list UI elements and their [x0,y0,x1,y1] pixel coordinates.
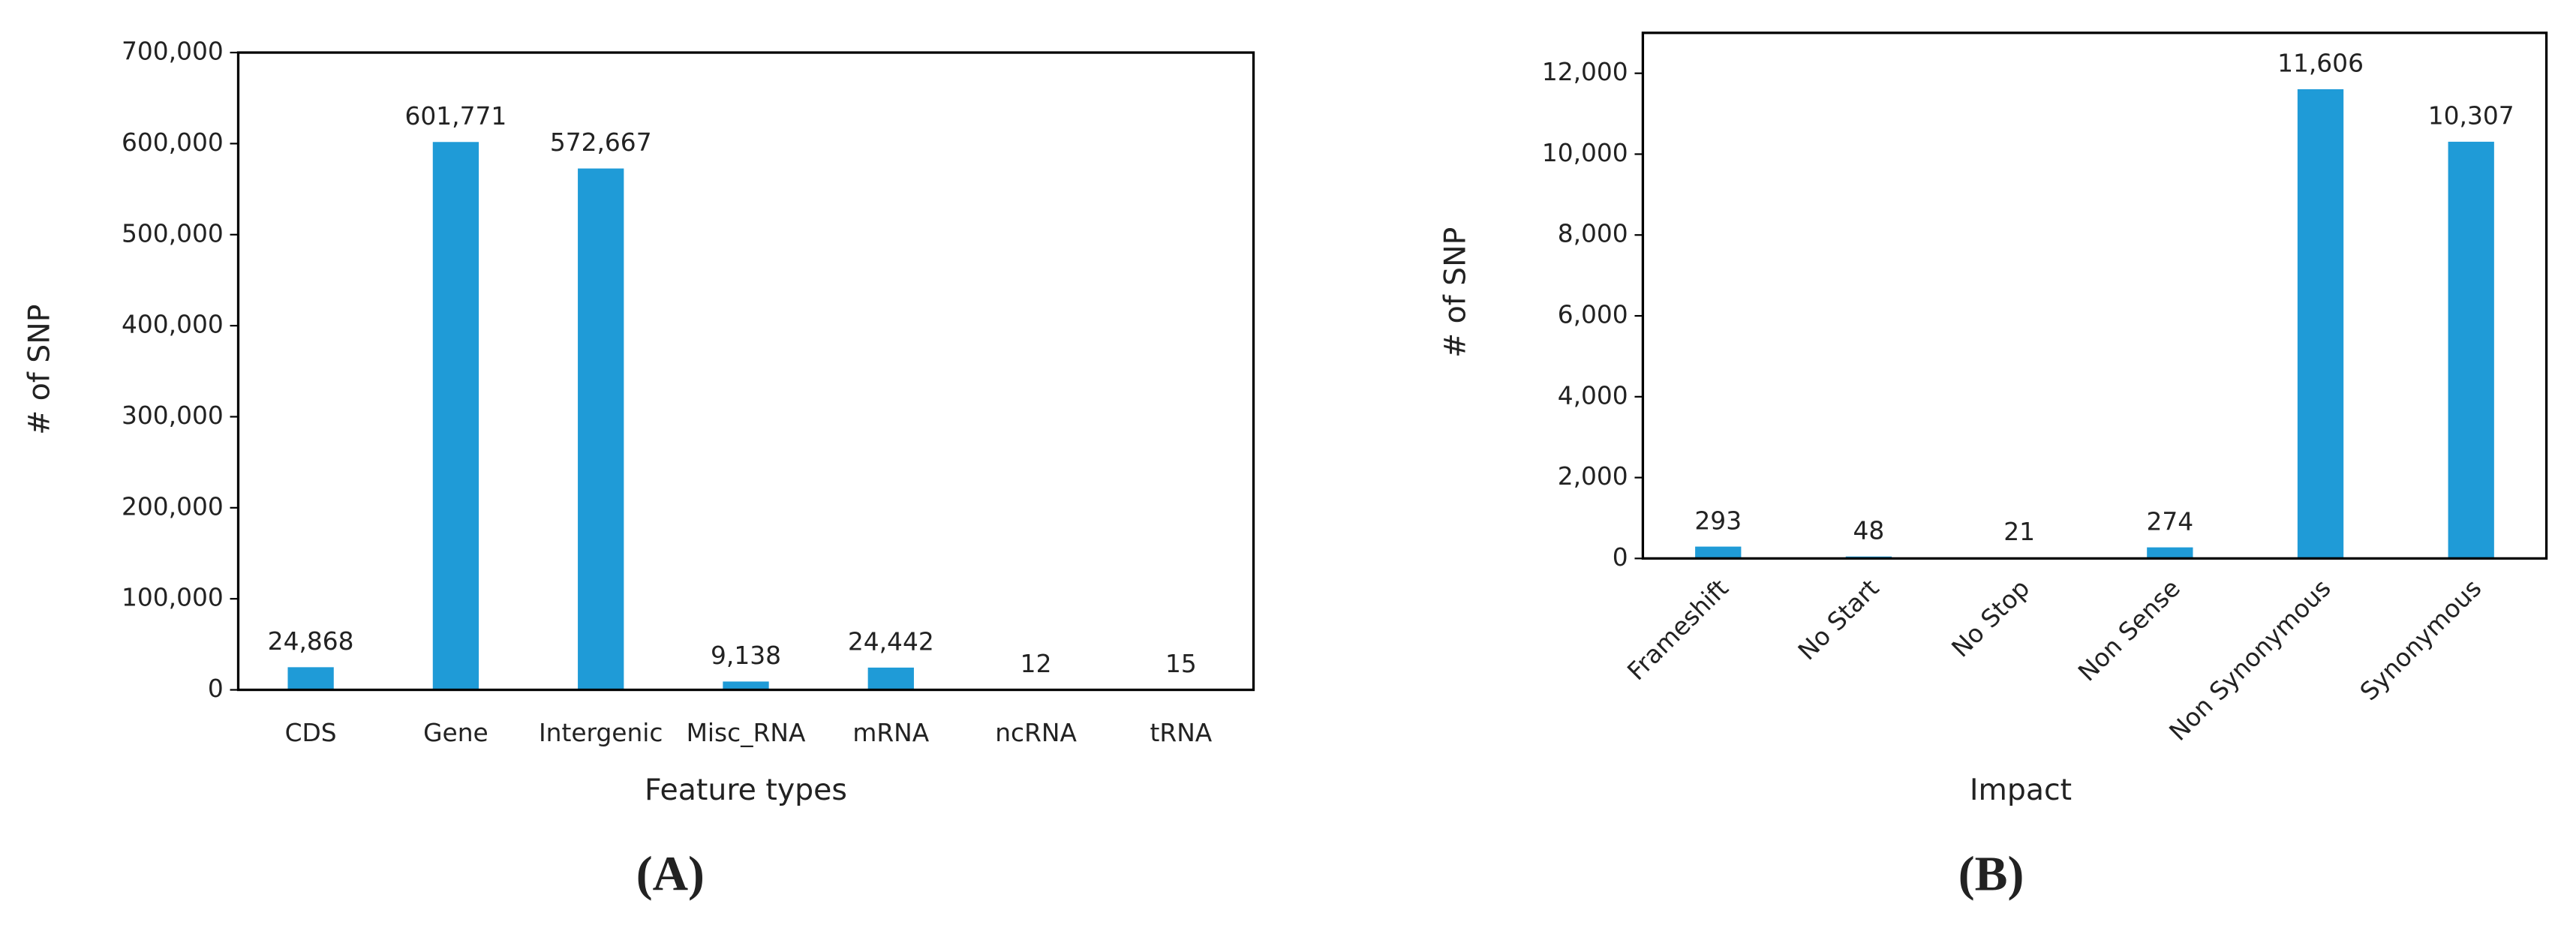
panel-label: (B) [1958,846,2024,901]
y-tick-label: 0 [1613,543,1628,572]
x-tick-label: Non Sense [2073,574,2186,687]
data-label: 24,868 [268,627,354,656]
x-tick-label: mRNA [852,719,929,747]
y-tick-label: 400,000 [122,311,224,339]
x-tick-label: Synonymous [2355,574,2487,706]
bar [1695,546,1742,559]
y-tick-label: 0 [208,674,224,703]
data-label: 11,606 [2277,50,2364,78]
y-tick-label: 4,000 [1558,381,1628,410]
x-tick-label: Misc_RNA [687,719,806,747]
data-label: 274 [2146,507,2193,536]
bar [867,667,914,690]
data-label: 9,138 [711,641,781,670]
x-tick-label: Frameshift [1622,574,1734,686]
x-tick-label: tRNA [1150,719,1213,747]
x-tick-label: CDS [285,719,337,747]
data-label: 601,771 [405,102,507,131]
x-tick-label: Intergenic [539,719,663,747]
x-tick-label: ncRNA [995,719,1077,747]
y-tick-label: 100,000 [122,584,224,612]
data-label: 24,442 [848,628,934,656]
x-axis-title: Impact [1970,773,2072,807]
y-tick-label: 300,000 [122,401,224,430]
x-tick-label: Gene [423,719,488,747]
x-tick-label: No Stop [1946,574,2036,663]
data-label: 293 [1694,506,1742,535]
data-label: 572,667 [550,128,652,157]
plot-frame [236,51,1255,692]
bar [723,681,769,690]
y-tick-label: 12,000 [1542,58,1628,86]
y-tick-label: 6,000 [1558,301,1628,329]
y-tick-label: 10,000 [1542,139,1628,167]
y-tick-label: 700,000 [122,38,224,66]
panel-label: (A) [636,846,705,901]
x-tick-label: Non Synonymous [2164,574,2337,746]
data-label: 10,307 [2428,102,2514,131]
y-tick-label: 2,000 [1558,462,1628,491]
y-tick-label: 200,000 [122,492,224,521]
plot-frame [1641,32,2548,560]
y-axis-title: # of SNP [22,304,56,434]
y-tick-label: 500,000 [122,219,224,248]
data-label: 15 [1165,650,1197,678]
bar [432,142,479,690]
x-tick-label: No Start [1793,574,1885,666]
bar [2297,89,2344,559]
y-tick-label: 8,000 [1558,220,1628,248]
data-label: 21 [2003,518,2035,546]
bar [2147,547,2193,559]
y-tick-label: 600,000 [122,128,224,157]
bar [578,168,624,690]
data-label: 12 [1020,650,1052,678]
data-label: 48 [1853,516,1885,545]
bar [287,667,334,690]
bar [2448,141,2494,559]
y-axis-title: # of SNP [1438,227,1473,358]
x-axis-title: Feature types [645,773,847,807]
